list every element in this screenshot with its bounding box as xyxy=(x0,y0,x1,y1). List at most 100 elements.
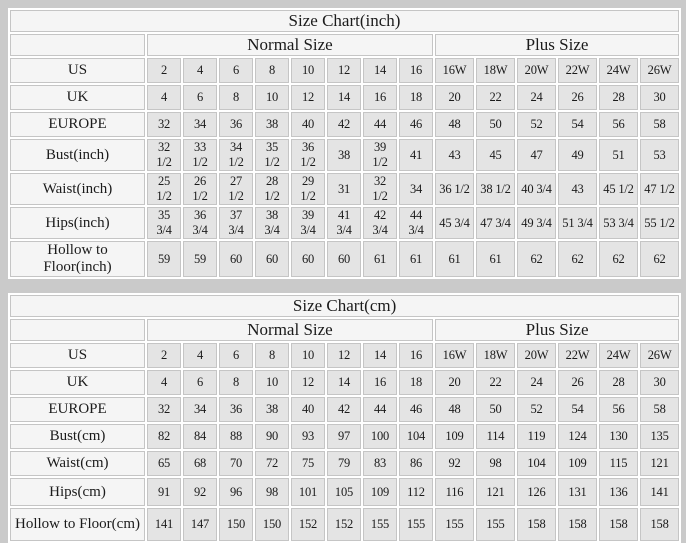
table-row: Bust(inch) 32 1/2 33 1/2 34 1/2 35 1/2 36 1/2… xyxy=(10,139,679,171)
value-cell: 41 xyxy=(399,139,433,171)
value-cell: 155 xyxy=(363,508,397,541)
value-cell: 22 xyxy=(476,370,515,395)
value-cell: 51 xyxy=(599,139,638,171)
value-cell: 65 xyxy=(147,451,181,476)
value-cell: 6 xyxy=(183,370,217,395)
row-label: US xyxy=(10,58,145,83)
corner-cell xyxy=(10,34,145,56)
value-cell: 2 xyxy=(147,343,181,368)
value-cell: 40 xyxy=(291,397,325,422)
table-row: EUROPE 32 34 36 38 40 42 44 46 48 50 52 54 56 58 xyxy=(10,112,679,137)
value-cell: 8 xyxy=(255,58,289,83)
value-cell: 58 xyxy=(640,112,679,137)
value-cell: 61 xyxy=(435,241,474,277)
row-label: Hips(inch) xyxy=(10,207,145,239)
row-label: Waist(cm) xyxy=(10,451,145,476)
row-label: EUROPE xyxy=(10,112,145,137)
value-cell: 10 xyxy=(255,85,289,110)
value-cell: 12 xyxy=(327,58,361,83)
value-cell: 92 xyxy=(435,451,474,476)
row-label: Hips(cm) xyxy=(10,478,145,506)
value-cell: 18 xyxy=(399,85,433,110)
value-cell: 24 xyxy=(517,85,556,110)
value-cell: 45 xyxy=(476,139,515,171)
value-cell: 30 xyxy=(640,370,680,395)
value-cell: 6 xyxy=(219,58,253,83)
value-cell: 49 xyxy=(558,139,597,171)
value-cell: 96 xyxy=(219,478,253,506)
value-cell: 44 xyxy=(363,112,397,137)
table-row: Hips(cm) 91 92 96 98 101 105 109 112 116 121 126 131… xyxy=(10,478,680,506)
value-cell: 34 xyxy=(399,173,433,205)
value-cell: 61 xyxy=(363,241,397,277)
section-header-normal-size: Normal Size xyxy=(147,319,433,341)
value-cell: 16 xyxy=(363,370,397,395)
value-cell: 155 xyxy=(435,508,474,541)
value-cell: 18W xyxy=(476,343,515,368)
value-cell: 131 xyxy=(558,478,597,506)
value-cell: 4 xyxy=(183,58,217,83)
value-cell: 52 xyxy=(517,397,556,422)
value-cell: 34 xyxy=(183,112,217,137)
value-cell: 4 xyxy=(147,85,181,110)
value-cell: 116 xyxy=(435,478,474,506)
value-cell: 40 3/4 xyxy=(517,173,556,205)
value-cell: 152 xyxy=(327,508,361,541)
value-cell: 155 xyxy=(476,508,515,541)
value-cell: 52 xyxy=(517,112,556,137)
value-cell: 93 xyxy=(291,424,325,449)
value-cell: 39 3/4 xyxy=(291,207,325,239)
value-cell: 38 1/2 xyxy=(476,173,515,205)
value-cell: 47 xyxy=(517,139,556,171)
value-cell: 20W xyxy=(517,58,556,83)
chart-title-row: Size Chart(inch) xyxy=(10,10,679,32)
value-cell: 14 xyxy=(327,370,361,395)
corner-cell xyxy=(10,319,145,341)
table-row: EUROPE 32 34 36 38 40 42 44 46 48 50 52 54 56 58 xyxy=(10,397,680,422)
value-cell: 60 xyxy=(327,241,361,277)
value-cell: 26 xyxy=(558,85,597,110)
value-cell: 98 xyxy=(255,478,289,506)
value-cell: 36 xyxy=(219,397,253,422)
value-cell: 36 xyxy=(219,112,253,137)
value-cell: 22 xyxy=(476,85,515,110)
value-cell: 54 xyxy=(558,397,597,422)
value-cell: 44 xyxy=(363,397,397,422)
value-cell: 112 xyxy=(399,478,433,506)
value-cell: 130 xyxy=(599,424,638,449)
value-cell: 152 xyxy=(291,508,325,541)
value-cell: 104 xyxy=(517,451,556,476)
value-cell: 91 xyxy=(147,478,181,506)
value-cell: 22W xyxy=(558,343,597,368)
value-cell: 158 xyxy=(558,508,597,541)
value-cell: 141 xyxy=(147,508,181,541)
row-label: UK xyxy=(10,370,145,395)
value-cell: 32 xyxy=(147,112,181,137)
value-cell: 45 3/4 xyxy=(435,207,474,239)
value-cell: 32 1/2 xyxy=(363,173,397,205)
value-cell: 39 1/2 xyxy=(363,139,397,171)
value-cell: 150 xyxy=(219,508,253,541)
row-label: US xyxy=(10,343,145,368)
value-cell: 35 1/2 xyxy=(255,139,289,171)
value-cell: 60 xyxy=(291,241,325,277)
value-cell: 31 xyxy=(327,173,361,205)
table-row: UK 4 6 8 10 12 14 16 18 20 22 24 26 28 30 xyxy=(10,370,680,395)
table-row: Bust(cm) 82 84 88 90 93 97 100 104 109 114 119 124 13… xyxy=(10,424,680,449)
value-cell: 90 xyxy=(255,424,289,449)
table-row: Hollow to Floor(cm) 141 147 150 150 152 152 155… xyxy=(10,508,680,541)
value-cell: 56 xyxy=(599,112,638,137)
value-cell: 86 xyxy=(399,451,433,476)
value-cell: 42 xyxy=(327,112,361,137)
value-cell: 45 1/2 xyxy=(599,173,638,205)
value-cell: 158 xyxy=(599,508,638,541)
value-cell: 2 xyxy=(147,58,181,83)
value-cell: 26 1/2 xyxy=(183,173,217,205)
size-chart-inch-table: Size Chart(inch) Normal Size Plus Size US 2 4… xyxy=(8,8,681,279)
value-cell: 37 3/4 xyxy=(219,207,253,239)
value-cell: 16W xyxy=(435,58,474,83)
section-header-normal-size: Normal Size xyxy=(147,34,433,56)
table-row: US 2 4 6 8 10 12 14 16 16W 18W 20W 22W 24W 26W xyxy=(10,58,679,83)
value-cell: 79 xyxy=(327,451,361,476)
value-cell: 54 xyxy=(558,112,597,137)
